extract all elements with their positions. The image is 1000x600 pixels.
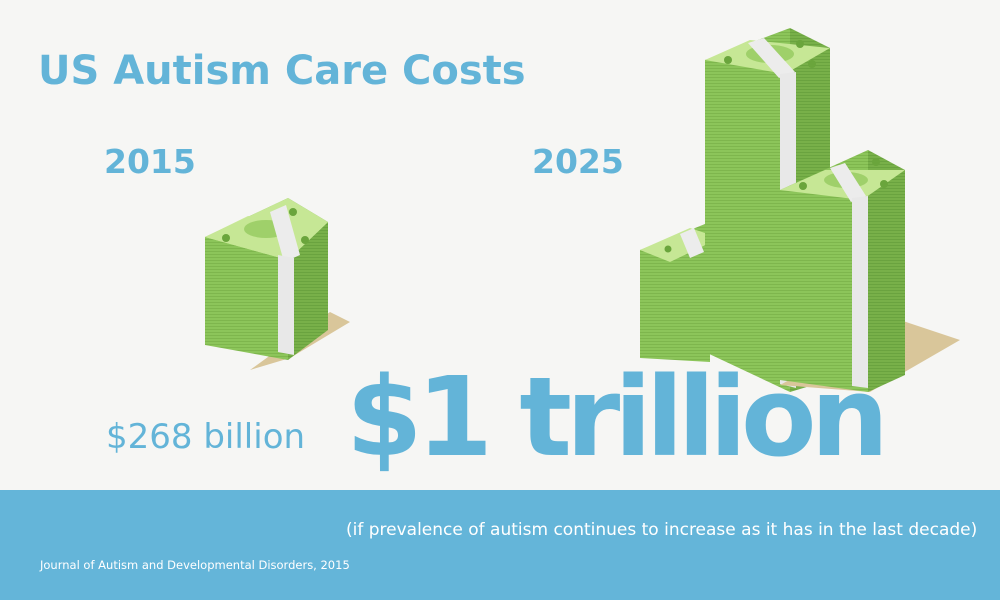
money-stack-icon (205, 198, 350, 370)
year-label-2015: 2015 (104, 142, 196, 181)
footnote: (if prevalence of autism continues to in… (346, 520, 978, 540)
year-label-2025: 2025 (532, 142, 624, 181)
footer-band (0, 490, 1000, 600)
page-title: US Autism Care Costs (38, 48, 526, 94)
money-stack-icon (640, 222, 720, 362)
source-citation: Journal of Autism and Developmental Diso… (40, 558, 350, 572)
amount-2025: $1 trillion (346, 353, 889, 481)
money-stack-icon (780, 150, 960, 392)
amount-2015: $268 billion (106, 417, 306, 457)
